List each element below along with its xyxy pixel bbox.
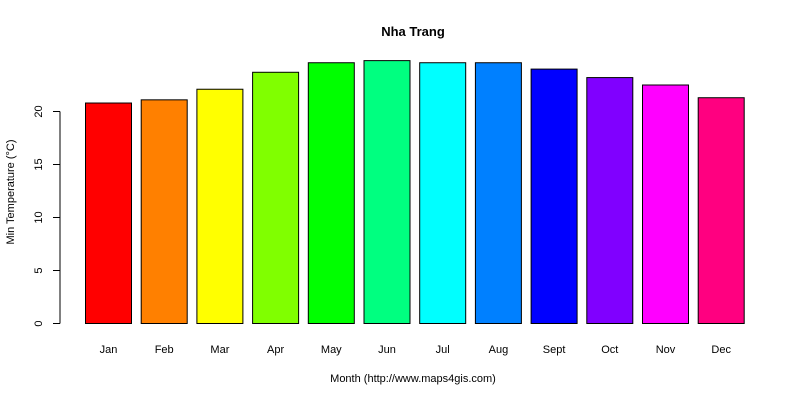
bars-group: [85, 60, 745, 325]
x-tick-apr: Apr: [267, 344, 284, 356]
bar-jan: [85, 102, 132, 324]
bar-aug: [474, 62, 522, 325]
y-tick-label-5: 5: [33, 267, 45, 273]
bar-sept: [530, 68, 578, 324]
bar-dec: [697, 97, 745, 324]
bar-apr: [252, 71, 300, 324]
x-tick-jan: Jan: [100, 344, 118, 356]
x-tick-aug: Aug: [489, 344, 509, 356]
bar-jul: [419, 62, 467, 325]
x-tick-labels: Jan Feb Mar Apr May Jun Jul Aug Sept Oct Nov Dec: [100, 344, 732, 356]
x-axis-label: Month (http://www.maps4gis.com): [330, 373, 496, 385]
y-axis-label: Min Temperature (°C): [5, 139, 17, 244]
x-tick-dec: Dec: [711, 344, 731, 356]
bar-oct: [586, 77, 634, 324]
x-tick-may: May: [321, 344, 342, 356]
y-tick-label-15: 15: [33, 158, 45, 170]
bar-nov: [642, 84, 689, 324]
x-tick-oct: Oct: [601, 344, 618, 356]
y-axis: 0 5 10 15 20: [33, 105, 61, 327]
x-tick-mar: Mar: [210, 344, 229, 356]
chart-title: Nha Trang: [381, 24, 445, 39]
x-tick-sept: Sept: [543, 344, 566, 356]
x-tick-feb: Feb: [155, 344, 174, 356]
bar-mar: [196, 88, 244, 324]
bar-jun: [363, 60, 411, 325]
bar-feb: [140, 99, 188, 324]
x-tick-jul: Jul: [436, 344, 450, 356]
x-tick-nov: Nov: [656, 344, 676, 356]
y-tick-label-20: 20: [33, 105, 45, 117]
y-tick-label-0: 0: [33, 320, 45, 326]
x-tick-jun: Jun: [378, 344, 396, 356]
bar-may: [307, 62, 355, 325]
y-tick-label-10: 10: [33, 211, 45, 223]
